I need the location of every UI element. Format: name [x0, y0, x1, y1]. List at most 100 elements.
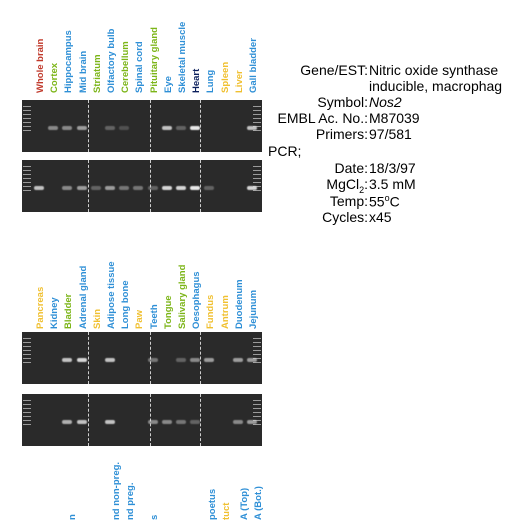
pcr-band — [161, 186, 172, 190]
ladder-rung — [253, 126, 261, 127]
ladder-rung — [23, 178, 31, 179]
lane-label: Salivary gland — [177, 264, 188, 329]
pcr-band — [76, 126, 87, 130]
ladder-rung — [23, 130, 31, 131]
pcr-band — [190, 420, 201, 424]
pcr-band — [161, 420, 172, 424]
pcr-band — [90, 186, 101, 190]
pcr-band — [62, 358, 73, 362]
lane-label: Adipose tissue — [106, 261, 117, 329]
lane-label: Pancreas — [35, 286, 46, 329]
pcr-band — [190, 358, 201, 362]
temp-key: Temp: — [329, 193, 368, 209]
pcr-heading: PCR; — [268, 143, 302, 159]
embl-value: M87039 — [369, 110, 420, 126]
ladder-rung — [253, 400, 261, 401]
pcr-band — [190, 186, 201, 190]
lane-label: Heart — [191, 68, 203, 93]
lane-label: Spinal cord — [134, 41, 146, 93]
lane-label: Long bone — [120, 280, 132, 329]
lane-label: s — [149, 514, 160, 520]
ladder-rung — [23, 416, 31, 417]
ladder-rung — [23, 358, 31, 359]
lane-separator — [88, 100, 89, 152]
ladder-rung — [23, 346, 31, 347]
ladder-rung — [253, 122, 261, 123]
pcr-band — [176, 186, 186, 190]
ladder-rung — [23, 174, 31, 175]
ladder-rung — [23, 114, 31, 115]
lane-label: poetus — [207, 488, 218, 520]
lane-separator — [200, 160, 201, 212]
lane-label: Oesophagus — [191, 271, 203, 329]
dna-ladder — [252, 100, 262, 152]
pcr-band — [176, 420, 186, 424]
ladder-rung — [23, 400, 31, 401]
ladder-rung — [23, 126, 31, 127]
ladder-rung — [23, 350, 31, 351]
ladder-rung — [23, 338, 31, 339]
ladder-rung — [23, 420, 31, 421]
ladder-rung — [253, 404, 261, 405]
lane-label: Cortex — [49, 62, 61, 93]
gel-bottom-row-2 — [22, 394, 262, 446]
primers-key: Primers: — [315, 126, 368, 142]
pcr-band — [147, 420, 158, 424]
pcr-band — [232, 420, 243, 424]
pcr-band — [119, 186, 130, 190]
ladder-rung — [253, 342, 261, 343]
dna-ladder — [22, 100, 32, 152]
temp-value-unit: C — [389, 193, 400, 210]
lane-label: Skeletal muscle — [177, 21, 188, 93]
pcr-band — [247, 186, 257, 190]
ladder-rung — [23, 110, 31, 111]
lane-label: Cerebellum — [120, 41, 132, 93]
ladder-rung — [23, 354, 31, 355]
lane-label: Skin — [91, 308, 103, 329]
lane-label: Liver — [233, 70, 245, 93]
mgcl2-key-sub: 2 — [359, 184, 365, 195]
pcr-band — [62, 186, 73, 190]
pcr-band — [76, 186, 87, 190]
temp-value-num: 55 — [369, 193, 385, 210]
symbol-key: Symbol: — [317, 94, 368, 110]
lane-label: Mid brain — [77, 50, 89, 93]
ladder-rung — [253, 408, 261, 409]
cycles-key: Cycles: — [322, 209, 368, 225]
ladder-rung — [253, 420, 261, 421]
ladder-rung — [23, 342, 31, 343]
lane-label: A (Top) — [239, 487, 250, 520]
temp-value: 55oC — [369, 193, 400, 210]
ladder-rung — [23, 122, 31, 123]
lane-label: Whole brain — [35, 38, 46, 93]
pcr-band — [247, 126, 257, 130]
lane-label: Antrum — [219, 295, 231, 329]
ladder-rung — [253, 178, 261, 179]
gene-value-line1: Nitric oxide synthase — [369, 62, 499, 78]
gel-top-row-1 — [22, 100, 262, 152]
pcr-band — [190, 126, 201, 130]
dna-ladder — [22, 160, 32, 212]
lane-separator — [88, 394, 89, 446]
pcr-band — [133, 186, 144, 190]
symbol-value: Nos2 — [369, 94, 402, 110]
lane-separator — [150, 160, 151, 212]
dna-ladder — [252, 332, 262, 384]
ladder-rung — [253, 166, 261, 167]
ladder-rung — [23, 408, 31, 409]
temp-value-sup: o — [384, 193, 390, 203]
lane-label: A (Bot.) — [253, 486, 264, 520]
dna-ladder — [22, 332, 32, 384]
ladder-rung — [253, 118, 261, 119]
pcr-band — [247, 358, 257, 362]
dna-ladder — [252, 394, 262, 446]
ladder-rung — [253, 110, 261, 111]
lane-label: Teeth — [148, 304, 160, 329]
pcr-band — [147, 186, 158, 190]
mgcl2-key: MgCl2: — [262, 176, 368, 195]
pcr-band — [34, 186, 44, 190]
lane-label: Hippocampus — [63, 30, 75, 93]
lane-separator — [200, 394, 201, 446]
lane-label: Jejunum — [248, 289, 259, 329]
ladder-rung — [23, 106, 31, 107]
